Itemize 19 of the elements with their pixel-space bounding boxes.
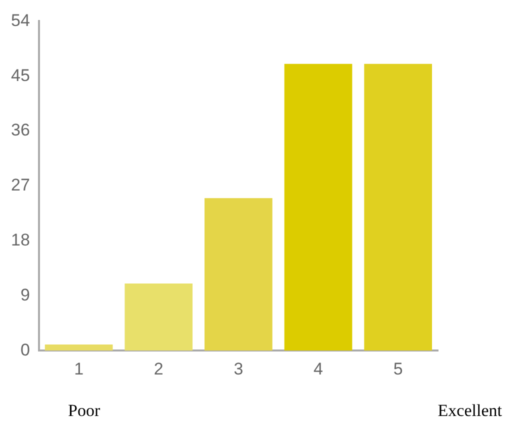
y-tick-label: 27 [10, 176, 30, 195]
x-tick-label: 5 [393, 359, 403, 378]
bar [364, 64, 432, 351]
text: Excellent [438, 401, 502, 421]
x-tick-label: 3 [234, 359, 244, 378]
y-tick-label: 18 [10, 230, 30, 250]
y-tick-label: 9 [20, 285, 30, 304]
bar [44, 344, 113, 351]
bar [124, 284, 193, 351]
x-tick-label: 1 [74, 359, 84, 378]
bar [204, 198, 272, 351]
y-tick-label: 0 [20, 340, 30, 360]
bar [284, 64, 352, 351]
x-tick-label: 4 [314, 359, 324, 378]
x-tick-label: 2 [154, 359, 164, 378]
y-tick-label: 36 [10, 120, 30, 140]
y-tick-label: 45 [10, 66, 30, 85]
y-tick-label: 54 [10, 10, 30, 30]
text: Poor [68, 401, 100, 421]
